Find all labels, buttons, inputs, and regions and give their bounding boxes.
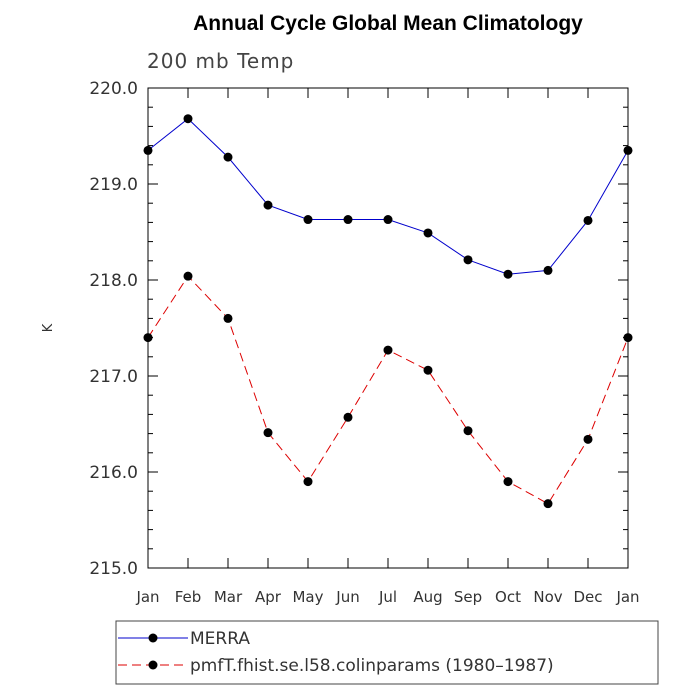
chart-title: Annual Cycle Global Mean Climatology	[193, 12, 583, 35]
series-2-point	[143, 333, 153, 343]
series-2-point	[223, 313, 233, 323]
series-2-point	[543, 499, 553, 509]
legend-box	[115, 620, 659, 685]
series-1-point	[463, 255, 473, 265]
series-1-point	[383, 215, 393, 225]
plot-border	[147, 87, 629, 569]
series-2-point	[503, 477, 513, 487]
series-2-point	[383, 345, 393, 355]
legend-label-1: MERRA	[190, 629, 250, 649]
series-line-1	[147, 118, 629, 275]
series-2-point	[343, 412, 353, 422]
x-tick-label: Mar	[214, 588, 243, 606]
x-tick-label: Jun	[335, 588, 359, 606]
series-1-point	[623, 145, 633, 155]
x-tick-label: Jan	[615, 588, 639, 606]
y-tick-label: 217.0	[89, 367, 138, 387]
y-axis: 215.0 216.0 217.0 218.0 219.0 220.0	[89, 79, 628, 579]
x-tick-label: May	[292, 588, 323, 606]
x-tick-label: Dec	[573, 588, 602, 606]
series-1-point	[223, 152, 233, 162]
x-tick-label: Aug	[413, 588, 442, 606]
series-1-point	[583, 215, 593, 225]
x-tick-label: Nov	[533, 588, 562, 606]
chart-subtitle: 200 mb Temp	[147, 49, 294, 73]
x-tick-label: Oct	[495, 588, 521, 606]
series-1-point	[303, 215, 313, 225]
series-1-point	[423, 228, 433, 238]
series-1-point	[263, 200, 273, 210]
legend-marker-1	[148, 633, 158, 643]
legend-marker-2	[148, 660, 158, 670]
x-tick-label: Jan	[135, 588, 159, 606]
x-tick-label: Sep	[454, 588, 482, 606]
series-1-point	[183, 114, 193, 124]
series-1-point	[343, 215, 353, 225]
y-axis-label: K	[41, 323, 56, 332]
series-2-point	[263, 428, 273, 438]
x-axis: Jan Feb Mar Apr May Jun Jul Aug Sep Oct Nov Dec Jan	[135, 88, 640, 606]
y-tick-label: 218.0	[89, 271, 138, 291]
series-1-point	[503, 269, 513, 279]
series-layer	[143, 114, 633, 509]
series-line-2	[147, 275, 629, 505]
series-2-point	[623, 333, 633, 343]
series-2-point	[183, 271, 193, 281]
x-tick-label: Jul	[378, 588, 397, 606]
legend-label-2: pmfT.fhist.se.l58.colinparams (1980–1987…	[190, 656, 554, 676]
y-tick-label: 220.0	[89, 79, 138, 99]
x-tick-label: Apr	[255, 588, 282, 606]
y-tick-label: 216.0	[89, 463, 138, 483]
series-2-point	[423, 365, 433, 375]
legend: MERRA pmfT.fhist.se.l58.colinparams (1980…	[115, 620, 659, 685]
x-tick-label: Feb	[175, 588, 202, 606]
y-tick-label: 219.0	[89, 175, 138, 195]
series-2-point	[583, 434, 593, 444]
y-tick-label: 215.0	[89, 559, 138, 579]
series-1-point	[143, 145, 153, 155]
series-2-point	[303, 477, 313, 487]
series-1-point	[543, 265, 553, 275]
series-2-point	[463, 426, 473, 436]
plot-area	[147, 87, 629, 569]
